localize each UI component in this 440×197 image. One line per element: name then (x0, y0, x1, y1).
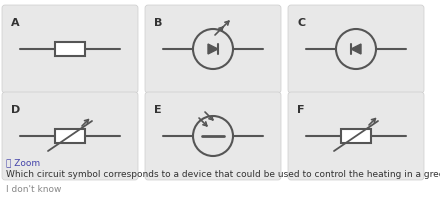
FancyBboxPatch shape (288, 92, 424, 180)
Bar (55, 129, 85, 143)
Text: F: F (297, 105, 304, 115)
FancyBboxPatch shape (2, 5, 138, 93)
Text: B: B (154, 18, 162, 28)
Text: E: E (154, 105, 161, 115)
FancyBboxPatch shape (288, 5, 424, 93)
Text: A: A (11, 18, 20, 28)
Polygon shape (351, 44, 361, 54)
Text: 🔍 Zoom: 🔍 Zoom (6, 158, 40, 167)
Text: I don't know: I don't know (6, 185, 61, 194)
Text: Which circuit symbol corresponds to a device that could be used to control the h: Which circuit symbol corresponds to a de… (6, 170, 440, 179)
Text: D: D (11, 105, 20, 115)
Bar (341, 129, 371, 143)
Text: C: C (297, 18, 305, 28)
FancyBboxPatch shape (145, 92, 281, 180)
FancyBboxPatch shape (145, 5, 281, 93)
Bar (55, 42, 85, 56)
FancyBboxPatch shape (2, 92, 138, 180)
Polygon shape (208, 44, 218, 54)
